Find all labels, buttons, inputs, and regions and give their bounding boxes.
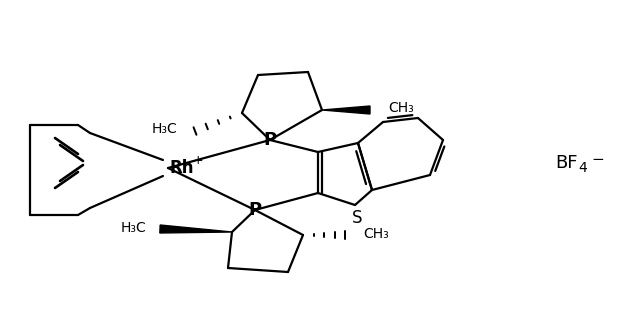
Text: S: S <box>352 209 362 227</box>
Text: 4: 4 <box>578 161 587 175</box>
Text: CH₃: CH₃ <box>363 227 388 241</box>
Text: +: + <box>193 154 204 167</box>
Polygon shape <box>160 225 232 233</box>
Polygon shape <box>322 106 370 114</box>
Text: −: − <box>591 152 604 167</box>
Text: BF: BF <box>555 154 577 172</box>
Text: H₃C: H₃C <box>151 122 177 136</box>
Text: P: P <box>264 131 276 149</box>
Text: P: P <box>248 201 262 219</box>
Text: H₃C: H₃C <box>120 221 146 235</box>
Text: CH₃: CH₃ <box>388 101 413 115</box>
Text: Rh: Rh <box>170 159 195 177</box>
